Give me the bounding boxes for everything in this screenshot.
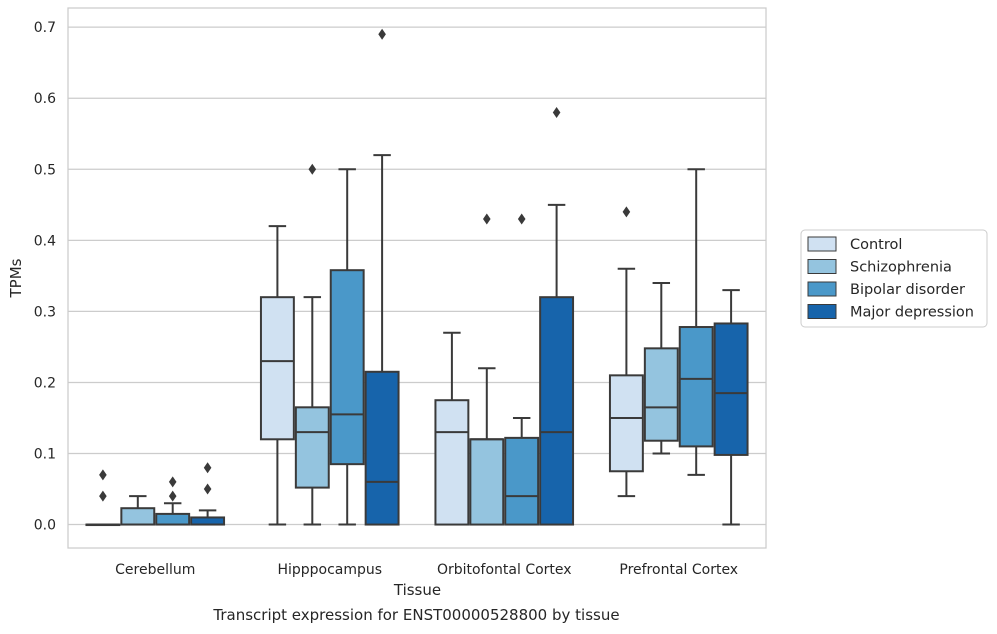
- box: [678, 326, 714, 448]
- outlier-point: [203, 462, 212, 474]
- box-group: [329, 168, 365, 526]
- box-group: [608, 206, 644, 498]
- outlier-point: [517, 213, 526, 225]
- box-group: [539, 106, 575, 526]
- x-tick-label: Cerebellum: [115, 562, 195, 578]
- box: [539, 296, 575, 526]
- y-tick-label: 0.6: [34, 91, 56, 107]
- legend-label: Control: [850, 237, 902, 253]
- outlier-point: [99, 469, 107, 481]
- box: [608, 374, 644, 473]
- legend-swatch: [807, 281, 837, 297]
- y-axis-ticks: 0.0 0.1 0.2 0.3 0.4 0.5 0.6 0.7: [34, 20, 56, 533]
- box-group: [155, 476, 191, 526]
- box-group: [678, 168, 714, 476]
- legend-swatch: [807, 236, 837, 252]
- outlier-point: [622, 206, 631, 218]
- legend-label: Major depression: [850, 305, 974, 321]
- boxes-layer: [85, 28, 749, 527]
- outlier-point: [168, 490, 177, 502]
- x-tick-label: Hipppocampus: [277, 562, 382, 578]
- legend-label: Schizophrenia: [850, 260, 952, 276]
- box-group: [85, 469, 121, 527]
- box-group: [643, 281, 679, 455]
- box: [504, 436, 540, 526]
- x-tick-label: Orbitofontal Cortex: [437, 562, 572, 578]
- legend-label: Bipolar disorder: [850, 282, 965, 298]
- x-tick-label: Prefrontal Cortex: [619, 562, 738, 578]
- x-axis-label: Tissue: [393, 581, 441, 599]
- box-group: [434, 331, 470, 526]
- legend-swatch: [807, 259, 837, 274]
- y-tick-label: 0.1: [34, 447, 56, 463]
- box: [259, 296, 295, 441]
- y-tick-label: 0.2: [34, 375, 56, 391]
- legend-frame: [800, 229, 988, 328]
- box-group: [294, 163, 330, 526]
- y-tick-label: 0.7: [34, 20, 56, 36]
- box-group: [504, 213, 540, 526]
- y-axis-label: TPMs: [7, 258, 25, 298]
- box: [329, 269, 365, 466]
- figure-caption: Transcript expression for ENST0000052880…: [213, 606, 620, 624]
- box-group: [190, 462, 226, 526]
- legend-swatch: [807, 304, 837, 319]
- outlier-point: [378, 28, 386, 40]
- outlier-point: [99, 490, 107, 502]
- outlier-point: [483, 213, 491, 225]
- box: [713, 322, 749, 456]
- box: [364, 370, 400, 526]
- box-group: [469, 213, 505, 526]
- box-group: [259, 225, 295, 526]
- outlier-point: [168, 476, 177, 488]
- box-group: [364, 28, 400, 526]
- box: [643, 347, 679, 442]
- y-tick-label: 0.4: [34, 233, 56, 249]
- grid-lines: [68, 26, 766, 526]
- outlier-point: [203, 483, 212, 495]
- box-group: [120, 495, 156, 526]
- box: [120, 507, 156, 526]
- plot-frame: [67, 7, 767, 549]
- box: [469, 438, 505, 526]
- box-group: [713, 289, 749, 526]
- box: [434, 399, 470, 526]
- y-tick-label: 0.5: [34, 162, 56, 178]
- box: [190, 516, 226, 526]
- box: [294, 406, 330, 489]
- outlier-point: [308, 163, 317, 175]
- legend: Control Schizophrenia Bipolar disorder Majo…: [800, 229, 988, 328]
- box: [155, 512, 191, 526]
- y-tick-label: 0.3: [34, 304, 56, 320]
- y-tick-label: 0.0: [34, 518, 56, 534]
- outlier-point: [552, 106, 561, 118]
- x-axis-ticks: Cerebellum Hipppocampus Orbitofontal Corte…: [115, 562, 738, 578]
